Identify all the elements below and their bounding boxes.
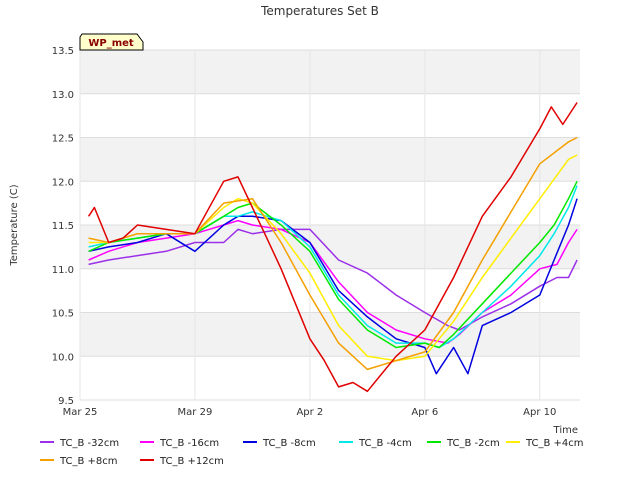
- x-tick-label: Mar 25: [63, 407, 98, 418]
- badge-box: [79, 33, 144, 51]
- plot-band: [80, 181, 580, 225]
- legend-label: TC_B -16cm: [159, 438, 219, 449]
- y-tick-label: 13.0: [52, 90, 74, 101]
- y-tick-label: 12.5: [52, 134, 74, 145]
- series-line: [87, 102, 578, 393]
- x-tick-label: Apr 6: [411, 407, 438, 418]
- x-tick-label: Mar 29: [178, 407, 213, 418]
- badge: WP_met: [79, 33, 144, 51]
- y-axis-label: Temperature (C): [9, 184, 20, 266]
- x-axis-label: Time: [553, 425, 578, 436]
- y-axis-ticks: 9.5 10.0 10.5 11.0 11.5 12.0 12.5 13.0 13.5: [52, 46, 74, 407]
- y-tick-label: 11.5: [52, 221, 74, 232]
- legend-label: TC_B +4cm: [525, 438, 584, 449]
- x-tick-label: Apr 10: [523, 407, 556, 418]
- series-line: [88, 136, 578, 371]
- series-line: [88, 219, 578, 344]
- chart-title: Temperatures Set B: [260, 4, 379, 18]
- plot-band: [80, 312, 580, 357]
- legend-label: TC_B -4cm: [358, 438, 412, 449]
- y-tick-label: 13.5: [52, 46, 74, 57]
- legend-label: TC_B +12cm: [159, 456, 224, 467]
- plot-band: [80, 225, 580, 269]
- plot-bands: [80, 50, 580, 400]
- series-line: [88, 228, 578, 331]
- plot-band: [80, 50, 580, 94]
- badge-label: WP_met: [88, 38, 134, 49]
- y-tick-label: 10.5: [52, 309, 74, 320]
- grid-lines: [79, 49, 580, 401]
- x-tick-label: Apr 2: [296, 407, 323, 418]
- legend-label: TC_B -2cm: [446, 438, 500, 449]
- series-lines: [87, 102, 578, 393]
- legend-label: TC_B +8cm: [59, 456, 118, 467]
- y-tick-label: 10.0: [52, 352, 74, 363]
- legend: TC_B -32cm TC_B -16cm TC_B -8cm TC_B -4cm TC…: [40, 438, 584, 467]
- plot-band: [80, 93, 580, 138]
- plot-band: [80, 356, 580, 400]
- y-tick-label: 12.0: [52, 177, 74, 188]
- plot-band: [80, 137, 580, 182]
- legend-label: TC_B -8cm: [262, 438, 316, 449]
- y-tick-label: 9.5: [58, 396, 74, 407]
- x-axis-ticks: Mar 25 Mar 29 Apr 2 Apr 6 Apr 10: [63, 407, 557, 418]
- y-tick-label: 11.0: [52, 265, 74, 276]
- legend-label: TC_B -32cm: [59, 438, 119, 449]
- series-line: [88, 198, 578, 375]
